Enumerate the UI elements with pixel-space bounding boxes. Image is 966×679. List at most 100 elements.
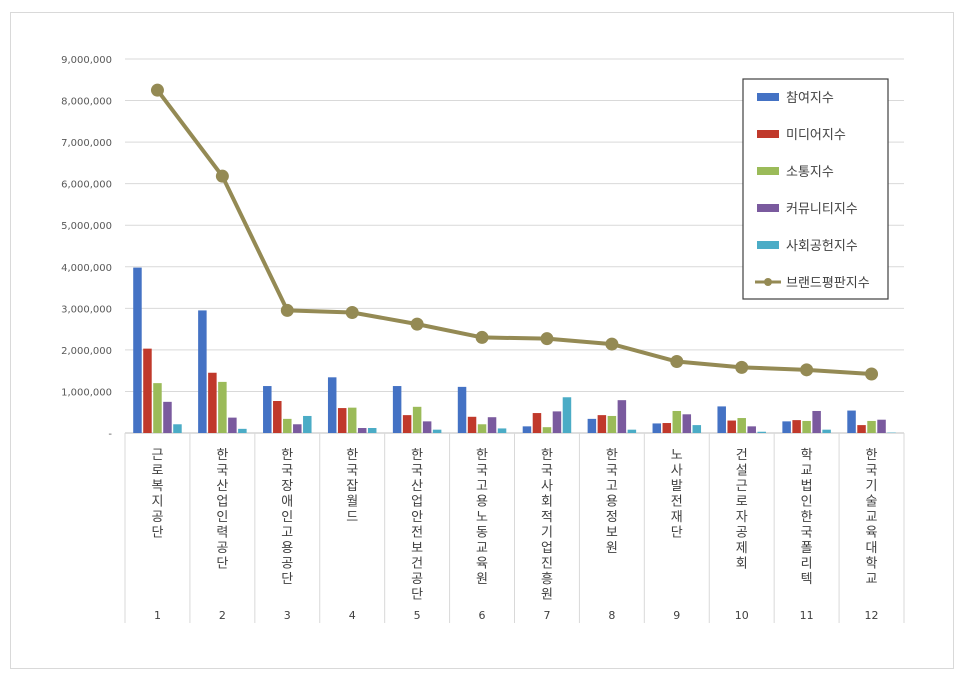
y-tick-label: - <box>108 429 112 440</box>
category-rank: 11 <box>800 609 814 622</box>
bar <box>692 425 702 433</box>
brand-index-point <box>345 305 359 319</box>
bar <box>627 429 637 433</box>
legend-swatch <box>757 167 779 175</box>
brand-index-point <box>605 337 619 351</box>
bar <box>562 397 572 433</box>
bar <box>497 428 507 433</box>
bar <box>173 424 182 433</box>
bar <box>672 410 682 433</box>
brand-reputation-chart: 9,000,000 8,000,000 7,000,000 6,000,000 5,00… <box>61 55 905 623</box>
bar <box>532 413 542 433</box>
category-rank: 12 <box>865 609 879 622</box>
bar <box>822 429 831 433</box>
bar <box>327 377 337 433</box>
brand-index-point <box>540 332 554 346</box>
bar <box>662 423 672 433</box>
bar <box>303 415 312 433</box>
y-tick-label: 9,000,000 <box>61 55 112 66</box>
chart-frame: 9,000,000 8,000,000 7,000,000 6,000,000 5,00… <box>10 12 954 669</box>
legend-swatch <box>757 130 779 138</box>
legend-box <box>742 78 889 300</box>
bar <box>847 410 856 433</box>
bar <box>867 420 876 433</box>
legend-swatch <box>757 93 779 101</box>
legend-marker <box>764 278 772 286</box>
bar <box>607 415 617 433</box>
category-rank: 5 <box>414 609 421 622</box>
bar <box>717 406 726 433</box>
bar <box>682 414 692 433</box>
bar <box>802 420 811 433</box>
bar <box>367 428 377 433</box>
y-tick-label: 5,000,000 <box>61 221 112 232</box>
brand-index-point <box>215 169 229 183</box>
bar <box>487 417 497 433</box>
bar <box>757 431 766 433</box>
category-rank: 9 <box>673 609 680 622</box>
bar <box>522 426 532 433</box>
bar <box>432 429 442 433</box>
brand-index-point <box>475 330 489 344</box>
bar <box>422 421 432 433</box>
y-tick-label: 4,000,000 <box>61 263 112 274</box>
legend-label: 미디어지수 <box>786 128 846 143</box>
bar <box>218 381 227 433</box>
bar <box>552 411 562 433</box>
brand-index-line <box>155 88 872 376</box>
bar <box>402 415 412 433</box>
bar <box>727 420 736 433</box>
y-axis: 9,000,000 8,000,000 7,000,000 6,000,000 5,00… <box>61 55 112 440</box>
legend-label: 브랜드평판지수 <box>786 276 870 291</box>
category-rank: 4 <box>349 609 356 622</box>
category-rank: 3 <box>284 609 291 622</box>
legend-label: 사회공헌지수 <box>786 239 858 254</box>
bar <box>392 386 402 433</box>
bar <box>747 426 756 433</box>
y-tick-label: 7,000,000 <box>61 138 112 149</box>
bar <box>163 401 172 433</box>
legend-label: 참여지수 <box>786 91 834 106</box>
bar <box>357 428 367 433</box>
bar <box>198 310 207 433</box>
bar <box>737 418 746 433</box>
brand-index-point <box>800 363 814 377</box>
category-rank: 10 <box>735 609 749 622</box>
bar <box>293 424 302 433</box>
y-tick-label: 3,000,000 <box>61 304 112 315</box>
bar <box>143 348 152 433</box>
brand-index-point <box>280 303 294 317</box>
bar <box>228 417 237 433</box>
brand-index-point <box>865 367 879 381</box>
bar <box>412 406 422 433</box>
bar <box>283 418 292 433</box>
legend-swatch <box>757 204 779 212</box>
bar <box>597 415 607 433</box>
bar <box>133 267 142 433</box>
bar <box>263 386 272 433</box>
bar <box>347 407 357 433</box>
category-rank: 7 <box>543 609 550 622</box>
x-axis: 근 로 복 지 공 단 1 한 국 산 업 인 력 공 단 2 한 국 장 애 인 고 용 공 단 3 한 국 잡 월 드 4 한 국 산 업 안 전 보 건… <box>124 433 905 623</box>
bar-series <box>133 267 896 433</box>
bar <box>273 401 282 433</box>
bar <box>587 418 597 433</box>
brand-index-point <box>670 355 684 369</box>
bar <box>857 425 866 433</box>
bar <box>467 416 477 433</box>
category-rank: 2 <box>219 609 226 622</box>
brand-index-point <box>735 360 749 374</box>
bar <box>812 410 821 433</box>
category-rank: 6 <box>479 609 486 622</box>
brand-index-point <box>410 317 424 331</box>
